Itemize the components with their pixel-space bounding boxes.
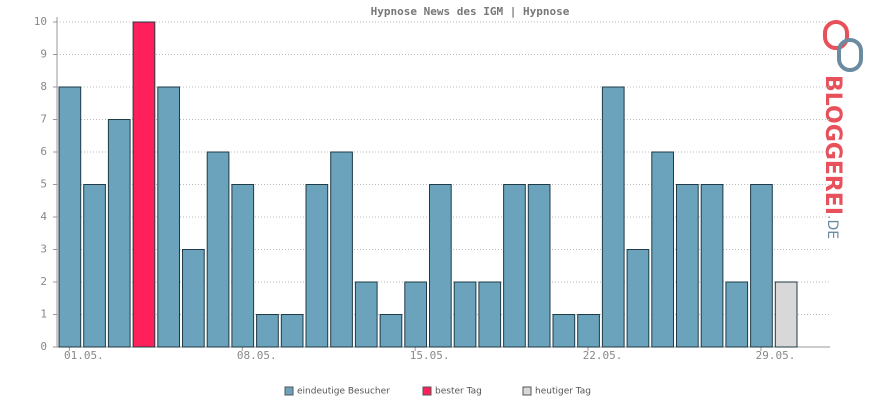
bar bbox=[379, 314, 403, 348]
bar bbox=[305, 184, 329, 348]
logo-main: BLOGGEREI bbox=[820, 75, 845, 215]
bar bbox=[601, 86, 625, 348]
legend-swatch bbox=[422, 386, 432, 396]
bar bbox=[626, 249, 650, 348]
x-tick-label: 01.05. bbox=[64, 349, 104, 362]
bar bbox=[157, 86, 181, 348]
y-tick-label: 5 bbox=[40, 178, 47, 191]
bar bbox=[132, 21, 156, 348]
bar bbox=[107, 119, 131, 348]
bar bbox=[700, 184, 724, 348]
bar bbox=[774, 281, 798, 348]
y-tick-label: 7 bbox=[40, 113, 47, 126]
bar bbox=[83, 184, 106, 348]
bar bbox=[58, 86, 82, 348]
bar bbox=[330, 151, 353, 348]
bar bbox=[453, 281, 477, 348]
logo-suffix: .DE bbox=[824, 215, 840, 239]
y-tick-label: 2 bbox=[40, 275, 47, 288]
bar bbox=[182, 249, 205, 348]
bar bbox=[354, 281, 378, 348]
bar bbox=[750, 184, 773, 348]
y-tick-label: 4 bbox=[40, 210, 47, 223]
y-tick-label: 3 bbox=[40, 243, 47, 256]
bar bbox=[256, 314, 279, 348]
legend-swatch bbox=[284, 386, 294, 396]
bar bbox=[478, 281, 502, 348]
x-tick-label: 22.05. bbox=[583, 349, 623, 362]
bar bbox=[527, 184, 551, 348]
chart-title: Hypnose News des IGM | Hypnose bbox=[371, 5, 570, 18]
legend-swatch bbox=[522, 386, 532, 396]
x-tick-label: 29.05. bbox=[756, 349, 796, 362]
bar bbox=[280, 314, 304, 348]
bar bbox=[206, 151, 230, 348]
legend-label: eindeutige Besucher bbox=[297, 387, 390, 397]
bar bbox=[676, 184, 699, 348]
logo-text: BLOGGEREI.DE bbox=[820, 75, 845, 239]
y-tick-label: 1 bbox=[40, 308, 47, 321]
legend-label: heutiger Tag bbox=[535, 387, 591, 397]
bar bbox=[404, 281, 427, 348]
x-tick-label: 08.05. bbox=[237, 349, 277, 362]
logo-icon bbox=[823, 20, 863, 72]
bar bbox=[552, 314, 576, 348]
bar bbox=[429, 184, 452, 348]
bar bbox=[725, 281, 749, 348]
legend-label: bester Tag bbox=[435, 387, 482, 397]
y-tick-label: 10 bbox=[34, 15, 47, 28]
bar bbox=[651, 151, 674, 348]
bar bbox=[577, 314, 600, 348]
y-tick-label: 9 bbox=[40, 48, 47, 61]
x-tick-label: 15.05. bbox=[410, 349, 450, 362]
y-tick-label: 8 bbox=[40, 80, 47, 93]
bar bbox=[503, 184, 526, 348]
y-tick-label: 0 bbox=[40, 340, 47, 353]
bar bbox=[231, 184, 255, 348]
y-tick-label: 6 bbox=[40, 145, 47, 158]
